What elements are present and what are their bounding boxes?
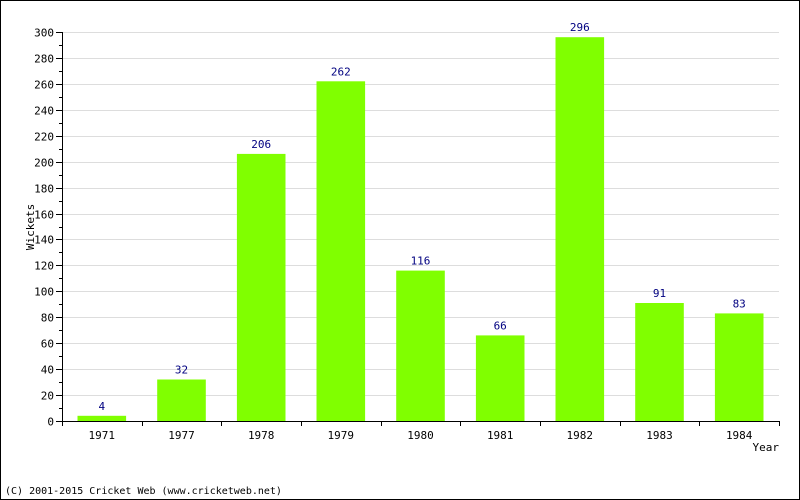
- axes: [56, 32, 780, 426]
- bars: [77, 37, 764, 422]
- y-tick-label: 160: [34, 209, 54, 222]
- y-tick-label: 40: [41, 364, 54, 377]
- copyright-footer: (C) 2001-2015 Cricket Web (www.cricketwe…: [5, 486, 282, 497]
- y-tick-label: 180: [34, 183, 54, 196]
- data-label: 116: [411, 255, 431, 268]
- data-label: 296: [570, 21, 590, 34]
- data-label: 32: [175, 364, 188, 377]
- bar: [236, 153, 286, 421]
- bar: [157, 379, 206, 421]
- y-tick-label: 100: [34, 286, 54, 299]
- x-tick-label: 1977: [168, 429, 195, 442]
- x-tick-label: 1971: [89, 429, 116, 442]
- bar: [396, 270, 445, 421]
- y-tick-label: 0: [47, 416, 54, 429]
- labels: 0 20 40 60 80 100 120 140 160 180 200 220 240 260 280 3…: [34, 21, 753, 442]
- x-tick-label: 1980: [407, 429, 434, 442]
- y-tick-label: 200: [34, 157, 54, 170]
- bar: [555, 37, 605, 421]
- data-label: 83: [733, 297, 746, 310]
- y-tick-label: 80: [41, 312, 54, 325]
- y-tick-label: 260: [34, 79, 54, 92]
- data-label: 206: [251, 138, 271, 151]
- x-axis-title: Year: [753, 441, 780, 454]
- y-tick-label: 60: [41, 338, 54, 351]
- data-label: 4: [98, 400, 105, 413]
- x-tick-label: 1978: [248, 429, 275, 442]
- data-label: 91: [653, 287, 666, 300]
- x-tick-label: 1981: [487, 429, 514, 442]
- bar: [316, 81, 366, 422]
- data-label: 262: [331, 65, 351, 78]
- x-tick-label: 1979: [328, 429, 355, 442]
- x-tick-label: 1982: [567, 429, 594, 442]
- x-tick-label: 1983: [646, 429, 673, 442]
- bar: [475, 335, 525, 421]
- bar: [714, 313, 764, 421]
- bar: [635, 303, 684, 421]
- y-axis-title: Wickets: [24, 204, 37, 250]
- y-tick-label: 300: [34, 27, 54, 40]
- y-tick-label: 20: [41, 390, 54, 403]
- bar: [77, 415, 127, 421]
- y-tick-label: 140: [34, 234, 54, 247]
- y-tick-label: 280: [34, 53, 54, 66]
- y-tick-label: 240: [34, 105, 54, 118]
- y-tick-label: 120: [34, 260, 54, 273]
- data-label: 66: [494, 319, 507, 332]
- y-tick-label: 220: [34, 131, 54, 144]
- x-tick-label: 1984: [726, 429, 753, 442]
